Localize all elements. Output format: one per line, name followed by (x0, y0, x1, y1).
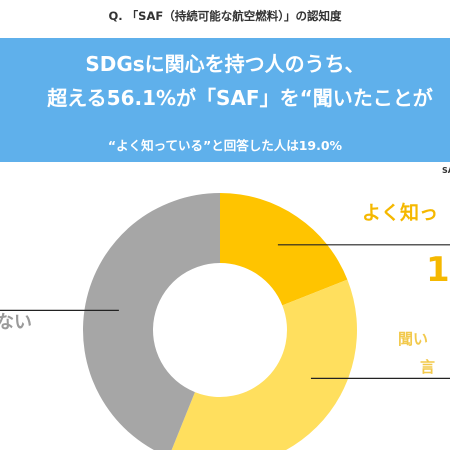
label-unknown: ない (0, 312, 32, 333)
banner-headline-line1: SDGsに関心を持つ人のうち、 (85, 52, 365, 76)
label-heard-line2: 言 (420, 358, 436, 376)
slice-unknown (83, 193, 220, 450)
label-well-known: よく知っ (362, 202, 439, 224)
banner-note: “よく知っている”と回答した人は19.0% (107, 138, 343, 153)
source-label: SA (442, 166, 450, 175)
headline-banner: SDGsに関心を持つ人のうち、 超える56.1%が「SAF」を“聞いたことが “… (0, 38, 450, 162)
label-well-known-percent: 1 (426, 250, 450, 290)
question-title: Q. 「SAF（持続可能な航空燃料）」の認知度 (108, 9, 342, 23)
banner-headline-line2: 超える56.1%が「SAF」を“聞いたことが (47, 86, 433, 110)
label-heard-line1: 聞い (398, 330, 429, 348)
slice-well-known (220, 193, 348, 306)
slice-heard (171, 279, 357, 450)
